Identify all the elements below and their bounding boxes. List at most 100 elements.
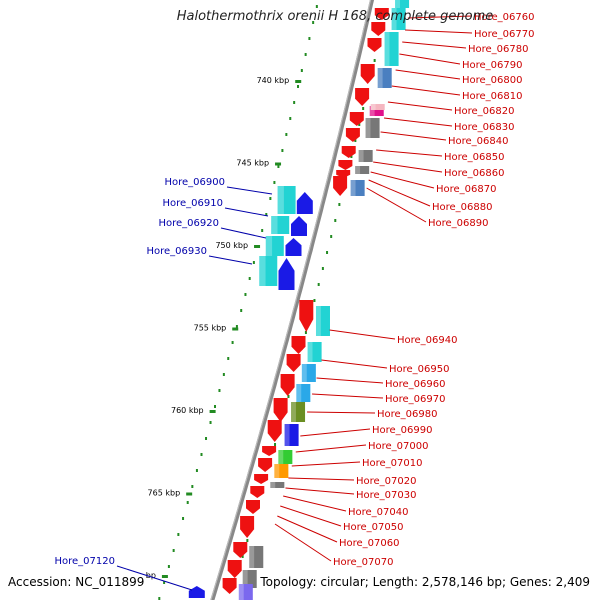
- right-label-leader: [312, 393, 384, 399]
- right-label-leader: [295, 444, 367, 453]
- gene-label-right[interactable]: Hore_07060: [339, 538, 400, 549]
- cog-block-right-shade: [391, 8, 397, 30]
- tick-dot-outer: [218, 389, 221, 392]
- cog-block-right: [358, 150, 373, 162]
- tick-dot-inner: [338, 203, 341, 206]
- tick-dot-outer: [248, 277, 251, 280]
- tick-dot-outer: [281, 149, 284, 152]
- tick-dot-outer: [186, 501, 189, 504]
- forward-gene-arrow: [233, 542, 248, 558]
- gene-label-right[interactable]: Hore_06950: [389, 364, 450, 375]
- gene-label-right[interactable]: Hore_06970: [385, 394, 446, 405]
- tick-dot-outer: [205, 437, 208, 440]
- right-label-leader: [383, 117, 453, 127]
- right-label-leader: [329, 329, 396, 340]
- tick-dot-outer: [158, 597, 161, 600]
- tick-dot-outer: [200, 453, 203, 456]
- reverse-gene-arrow: [291, 216, 307, 236]
- forward-gene-arrow: [250, 486, 265, 498]
- tick-dot-outer: [252, 261, 255, 264]
- cog-block-right-shade: [365, 118, 371, 138]
- gene-label-right[interactable]: Hore_06830: [454, 122, 515, 133]
- forward-gene-arrow: [273, 398, 288, 422]
- summary-text: Topology: circular; Length: 2,578,146 bp…: [260, 575, 590, 589]
- gene-label-right[interactable]: Hore_06890: [428, 218, 489, 229]
- gene-label-left[interactable]: Hore_06910: [163, 198, 224, 209]
- forward-gene-arrow: [254, 474, 269, 484]
- gene-label-right[interactable]: Hore_06940: [397, 335, 458, 346]
- cog-block-right-shade: [377, 68, 383, 88]
- gene-label-right[interactable]: Hore_06850: [444, 152, 505, 163]
- forward-gene-arrow: [333, 176, 348, 196]
- right-label-leader: [407, 15, 473, 19]
- forward-gene-arrow: [222, 578, 237, 594]
- tick-dot-outer: [293, 101, 296, 104]
- tick-dot-outer: [222, 373, 225, 376]
- tick-dot-inner: [274, 443, 277, 446]
- tick-dot-outer: [191, 485, 194, 488]
- cog-block-left: [271, 216, 290, 234]
- backbone-layer: [210, 0, 375, 600]
- gene-label-right[interactable]: Hore_06960: [385, 379, 446, 390]
- forward-gene-arrow: [291, 336, 306, 354]
- tick-dot-inner: [313, 299, 316, 302]
- cog-block-right-shade: [296, 384, 302, 402]
- gene-label-right[interactable]: Hore_06800: [462, 75, 523, 86]
- gene-label-left[interactable]: Hore_06930: [147, 246, 208, 257]
- cog-block-right: [307, 342, 322, 362]
- gene-label-left[interactable]: Hore_06920: [159, 218, 220, 229]
- gene-label-right[interactable]: Hore_06820: [454, 106, 515, 117]
- cog-block-right: [384, 32, 399, 66]
- gene-label-left[interactable]: Hore_06900: [165, 177, 226, 188]
- gene-label-right[interactable]: Hore_06770: [474, 29, 535, 40]
- tick-major: [232, 327, 239, 331]
- cog-block-right: [315, 306, 330, 336]
- cog-block-right: [238, 584, 253, 600]
- gene-label-right[interactable]: Hore_06880: [432, 202, 493, 213]
- cog-block-right-shade: [284, 424, 290, 446]
- gene-label-right[interactable]: Hore_06780: [468, 44, 529, 55]
- gene-label-right[interactable]: Hore_06790: [462, 60, 523, 71]
- left-label-leader: [208, 255, 253, 265]
- tick-dot-outer: [308, 37, 311, 40]
- cog-block-left-shade: [259, 256, 266, 286]
- cog-block-right-shade: [278, 450, 284, 464]
- tick-major: [295, 80, 302, 83]
- right-label-leader: [376, 149, 443, 157]
- tick-dot-inner: [350, 155, 353, 158]
- gene-label-left[interactable]: Hore_07120: [55, 556, 116, 567]
- tick-dot-inner: [373, 59, 376, 62]
- right-label-leader: [288, 477, 355, 481]
- tick-dot-outer: [300, 69, 303, 72]
- gene-label-right[interactable]: Hore_07020: [356, 476, 417, 487]
- gene-label-right[interactable]: Hore_06760: [474, 12, 535, 23]
- gene-label-right[interactable]: Hore_07000: [368, 441, 429, 452]
- gene-label-right[interactable]: Hore_07030: [356, 490, 417, 501]
- tick-label: 755 kbp: [194, 324, 227, 333]
- cog-block-right-shade: [238, 584, 244, 600]
- gene-label-right[interactable]: Hore_06860: [444, 168, 505, 179]
- tick-label: 765 kbp: [148, 489, 181, 498]
- gene-label-right[interactable]: Hore_06840: [448, 136, 509, 147]
- gene-label-right[interactable]: Hore_07070: [333, 557, 394, 568]
- forward-gene-arrow: [258, 458, 273, 472]
- gene-label-right[interactable]: Hore_07010: [362, 458, 423, 469]
- gene-label-right[interactable]: Hore_06990: [372, 425, 433, 436]
- cog-block-left: [265, 236, 284, 256]
- cog-block-right: [377, 68, 392, 88]
- right-label-leader: [373, 161, 443, 173]
- gene-label-right[interactable]: Hore_06810: [462, 91, 523, 102]
- accession-text: Accession: NC_011899: [8, 575, 145, 589]
- cog-block-right-shade: [301, 364, 307, 382]
- tick-dot-inner: [334, 219, 337, 222]
- right-label-leader: [300, 428, 371, 437]
- gene-label-right[interactable]: Hore_06870: [436, 184, 497, 195]
- forward-gene-arrow: [227, 560, 242, 578]
- gene-label-right[interactable]: Hore_07040: [348, 507, 409, 518]
- cog-block-left: [277, 186, 296, 214]
- cog-block-right: [369, 106, 384, 116]
- tick-dot-inner: [330, 235, 333, 238]
- gene-label-right[interactable]: Hore_07050: [343, 522, 404, 533]
- gene-label-right[interactable]: Hore_06980: [377, 409, 438, 420]
